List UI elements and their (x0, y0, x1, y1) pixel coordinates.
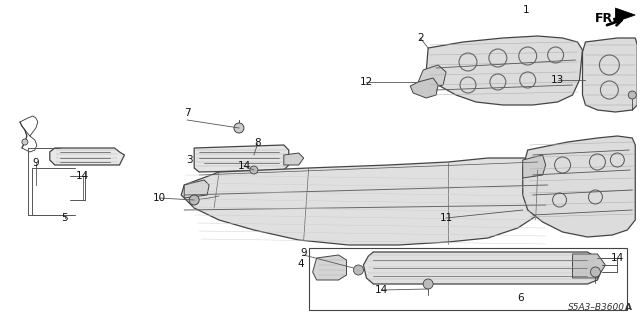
Circle shape (250, 166, 258, 174)
Polygon shape (50, 148, 124, 165)
Text: 12: 12 (360, 77, 373, 87)
Polygon shape (426, 36, 582, 105)
Text: 14: 14 (76, 171, 89, 181)
Text: 1: 1 (522, 5, 529, 15)
Text: 14: 14 (237, 161, 251, 171)
Polygon shape (418, 65, 446, 88)
Text: 4: 4 (298, 259, 304, 269)
Circle shape (423, 279, 433, 289)
Polygon shape (573, 254, 605, 278)
Circle shape (628, 91, 636, 99)
Circle shape (234, 123, 244, 133)
Text: 9: 9 (300, 248, 307, 258)
Text: 6: 6 (518, 293, 524, 303)
Circle shape (353, 265, 364, 275)
Text: 11: 11 (440, 213, 452, 223)
Polygon shape (523, 136, 636, 237)
Text: S5A3–B3600: S5A3–B3600 (568, 303, 625, 313)
Text: FR.: FR. (595, 11, 618, 25)
Polygon shape (184, 180, 209, 198)
Polygon shape (582, 38, 637, 112)
Text: 5: 5 (61, 213, 68, 223)
Text: 13: 13 (551, 75, 564, 85)
Text: 8: 8 (255, 138, 261, 148)
Polygon shape (284, 153, 304, 165)
Polygon shape (181, 158, 548, 245)
Polygon shape (364, 252, 602, 284)
Text: A: A (625, 303, 632, 313)
Polygon shape (194, 145, 289, 172)
Text: 3: 3 (186, 155, 193, 165)
Text: 2: 2 (417, 33, 424, 43)
Polygon shape (523, 155, 546, 178)
Text: 14: 14 (611, 253, 624, 263)
Circle shape (22, 139, 28, 145)
Text: 7: 7 (184, 108, 191, 118)
Polygon shape (313, 255, 346, 280)
Polygon shape (615, 8, 636, 22)
Polygon shape (410, 78, 438, 98)
Text: 14: 14 (375, 285, 388, 295)
Circle shape (591, 267, 600, 277)
Circle shape (189, 195, 199, 205)
Text: 9: 9 (33, 158, 39, 168)
Bar (308, 248, 627, 310)
Text: 10: 10 (153, 193, 166, 203)
